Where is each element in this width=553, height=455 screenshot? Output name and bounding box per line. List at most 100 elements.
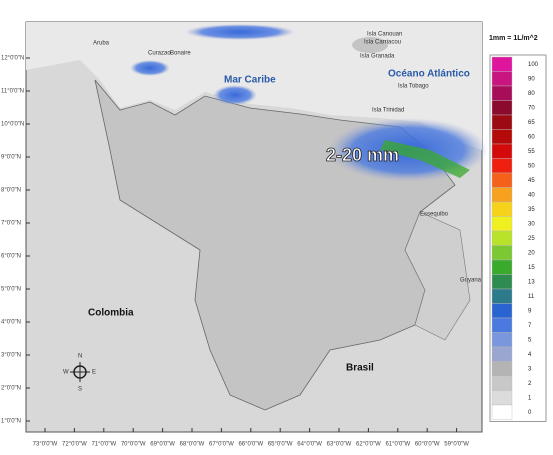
legend-value: 15 [528, 265, 535, 271]
legend-value: 55 [528, 149, 535, 155]
legend-value: 65 [528, 120, 535, 126]
legend-value: 3 [528, 366, 532, 372]
place-label: Essequibo [420, 212, 449, 218]
lon-label: 72°0'0"W [62, 442, 87, 448]
legend-value: 4 [528, 352, 532, 358]
legend-swatch [491, 274, 513, 290]
legend-value: 13 [528, 279, 535, 285]
legend-value: 45 [528, 178, 535, 184]
legend-swatch [491, 129, 513, 145]
lat-label: 8°0'0"N [1, 188, 21, 194]
lat-label: 7°0'0"N [1, 221, 21, 227]
country-label: Guyana [460, 278, 482, 284]
sea-label: Mar Caribe [224, 75, 276, 86]
legend-swatch [491, 332, 513, 348]
legend-swatch [491, 346, 513, 362]
legend-value: 80 [528, 91, 535, 97]
lon-label: 60°0'0"W [415, 442, 440, 448]
lat-label: 5°0'0"N [1, 287, 21, 293]
place-label: Bonaire [170, 51, 191, 57]
legend-swatch [491, 375, 513, 391]
place-label: Curazao [148, 51, 171, 57]
legend-value: 100 [528, 62, 539, 68]
rain-area [352, 37, 388, 53]
lon-label: 67°0'0"W [209, 442, 234, 448]
place-label: Isla Trinidad [372, 108, 404, 114]
legend-swatch [491, 158, 513, 174]
rain-label: 2-20 mm [326, 145, 399, 165]
legend-title: 1mm = 1L/m^2 [489, 34, 538, 42]
legend-swatch [491, 361, 513, 377]
lon-label: 64°0'0"W [297, 442, 322, 448]
rain-area [213, 85, 257, 105]
legend-value: 0 [528, 410, 532, 416]
legend-swatch [491, 317, 513, 333]
legend-swatch [491, 56, 513, 72]
legend-value: 90 [528, 76, 535, 82]
legend-value: 35 [528, 207, 535, 213]
compass-w: W [63, 370, 69, 376]
lon-label: 61°0'0"W [385, 442, 410, 448]
legend-value: 50 [528, 163, 535, 169]
lat-label: 11°0'0"N [1, 89, 24, 95]
legend-swatch [491, 259, 513, 275]
legend-swatch [491, 288, 513, 304]
lon-label: 73°0'0"W [33, 442, 58, 448]
place-label: Isla Granada [360, 54, 395, 60]
legend-swatch [491, 245, 513, 261]
country-label: Colombia [88, 308, 134, 319]
legend-value: 40 [528, 192, 535, 198]
lon-label: 66°0'0"W [238, 442, 263, 448]
compass-n: N [78, 354, 82, 360]
lon-label: 59°0'0"W [444, 442, 469, 448]
compass-e: E [92, 370, 96, 376]
axes: 12°0'0"N 11°0'0"N 10°0'0"N 9°0'0"N 8°0'0"N 7°… [1, 56, 469, 448]
place-label: Aruba [93, 41, 110, 47]
lon-label: 68°0'0"W [180, 442, 205, 448]
legend-value: 1 [528, 395, 532, 401]
legend: 1009080706560555045403530252015131197543… [489, 54, 547, 422]
essequibo-land [404, 211, 471, 341]
legend-swatch [491, 187, 513, 203]
lon-label: 63°0'0"W [327, 442, 352, 448]
legend-swatch [491, 172, 513, 188]
legend-value: 30 [528, 221, 535, 227]
place-label: Isla Tobago [398, 84, 429, 90]
legend-swatch [491, 216, 513, 232]
lat-label: 12°0'0"N [1, 56, 24, 62]
place-label: Isla Canouan [367, 32, 402, 38]
legend-swatch [491, 71, 513, 87]
legend-swatch [491, 114, 513, 130]
rain-area [185, 24, 295, 40]
lat-label: 9°0'0"N [1, 155, 21, 161]
place-label: Isla Carriacou [364, 40, 401, 46]
legend-value: 60 [528, 134, 535, 140]
legend-swatch [491, 404, 513, 420]
lon-label: 62°0'0"W [356, 442, 381, 448]
compass: N S E W [63, 354, 96, 393]
rain-area [130, 60, 170, 76]
lat-label: 10°0'0"N [1, 122, 24, 128]
legend-value: 20 [528, 250, 535, 256]
sea-label: Océano Atlántico [388, 69, 470, 80]
legend-value: 5 [528, 337, 532, 343]
legend-value: 70 [528, 105, 535, 111]
lat-label: 3°0'0"N [1, 353, 21, 359]
lat-label: 2°0'0"N [1, 386, 21, 392]
compass-s: S [78, 387, 82, 393]
legend-swatch [491, 85, 513, 101]
legend-swatch [491, 390, 513, 406]
lat-label: 1°0'0"N [1, 419, 21, 425]
legend-swatch [491, 201, 513, 217]
legend-swatch [491, 100, 513, 116]
legend-value: 11 [528, 294, 535, 300]
legend-swatch [491, 230, 513, 246]
legend-value: 2 [528, 381, 532, 387]
lat-label: 6°0'0"N [1, 254, 21, 260]
legend-value: 25 [528, 236, 535, 242]
lat-label: 4°0'0"N [1, 320, 21, 326]
rain-core [380, 140, 470, 178]
sea [26, 22, 482, 150]
